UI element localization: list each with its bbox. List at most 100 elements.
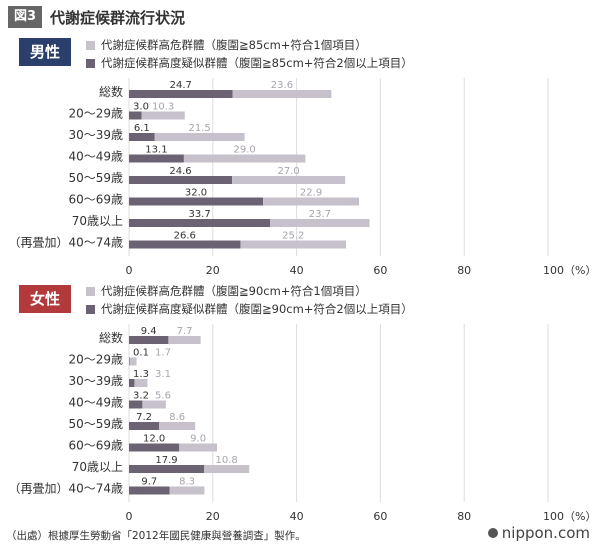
bar-suspected [129, 90, 233, 98]
data-label-suspected: 17.9 [155, 455, 177, 466]
legend-item-high-risk: 代謝症候群高危群體（腹圍≧85cm+符合1個項目） [86, 37, 367, 53]
bar-high-risk [154, 133, 245, 141]
bar-high-risk [169, 486, 205, 495]
bar-high-risk [134, 379, 148, 387]
data-label-suspected: 0.1 [133, 348, 149, 359]
bar-suspected [129, 357, 130, 366]
category-label: 40～49歳 [68, 150, 123, 164]
data-label-suspected: 33.7 [188, 209, 210, 220]
bar-high-risk [183, 154, 306, 163]
category-label: 50～59歳 [68, 171, 123, 185]
x-tick-label: 40 [290, 510, 304, 522]
data-label-suspected: 24.6 [169, 166, 191, 177]
data-label-high-risk: 22.9 [300, 188, 322, 199]
bar-suspected [129, 240, 241, 249]
bar-high-risk [179, 443, 217, 452]
data-label-high-risk: 3.1 [155, 369, 171, 380]
brand-logo: nippon.com [487, 524, 590, 542]
bar-high-risk [240, 240, 347, 249]
bar-suspected [129, 133, 155, 141]
bar-suspected [129, 486, 170, 495]
x-tick-label: 80 [457, 264, 471, 276]
category-label: 70歳以上 [72, 214, 123, 228]
brand-name: nippon.com [501, 524, 590, 542]
data-label-suspected: 6.1 [134, 123, 150, 134]
category-label: 40～49歳 [68, 396, 123, 410]
legend-label: 代謝症候群高危群體（腹圍≧90cm+符合1個項目） [101, 284, 367, 298]
data-label-high-risk: 5.6 [155, 391, 171, 402]
category-label: （再畳加）40～74歳 [8, 236, 123, 250]
data-label-high-risk: 25.2 [282, 231, 304, 242]
legend-item-suspected: 代謝症候群高度疑似群體（腹圍≧90cm+符合2個以上項目） [86, 301, 413, 317]
data-label-high-risk: 21.5 [188, 123, 210, 134]
category-label: 60～69歳 [68, 193, 123, 207]
data-label-high-risk: 10.8 [215, 455, 237, 466]
legend-item-suspected: 代謝症候群高度疑似群體（腹圍≧85cm+符合2個以上項目） [86, 55, 413, 71]
source-note: （出處）根據厚生勞動省「2012年國民健康與營養調查」製作。 [6, 530, 306, 542]
data-label-suspected: 7.2 [136, 412, 152, 423]
data-label-high-risk: 23.7 [309, 209, 331, 220]
legend-label: 代謝症候群高危群體（腹圍≧85cm+符合1個項目） [101, 38, 367, 52]
bar-suspected [129, 443, 180, 452]
legend-swatch-dark [86, 304, 95, 314]
legend-label: 代謝症候群高度疑似群體（腹圍≧85cm+符合2個以上項目） [101, 56, 413, 70]
x-tick-label: 100（%） [543, 264, 596, 276]
x-tick-label: 20 [206, 264, 220, 276]
legend-swatch-light [86, 40, 95, 50]
female-bar-chart: 0 20 40 60 80 100（%） 総数 9.4 7.7 20～29歳 0.1 1.7 30～39… [8, 324, 596, 522]
data-label-high-risk: 7.7 [177, 326, 193, 337]
data-label-high-risk: 29.0 [234, 145, 256, 156]
x-tick-label: 20 [206, 510, 220, 522]
bar-suspected [129, 336, 169, 344]
bar-suspected [129, 400, 143, 409]
category-label: 30～39歳 [68, 374, 123, 388]
figure-number-badge: 図3 [8, 6, 43, 28]
data-label-suspected: 32.0 [185, 188, 207, 199]
bar-high-risk [232, 90, 332, 98]
male-badge: 男性 [19, 38, 71, 66]
bar-suspected [129, 111, 142, 120]
data-label-suspected: 13.1 [145, 145, 167, 156]
legend-swatch-light [86, 286, 95, 296]
data-label-high-risk: 23.6 [271, 80, 293, 91]
category-label: 50～59歳 [68, 417, 123, 431]
data-label-high-risk: 8.6 [169, 412, 185, 423]
data-label-suspected: 26.6 [174, 231, 196, 242]
data-label-high-risk: 1.7 [155, 348, 171, 359]
category-label: 20～29歳 [68, 107, 123, 121]
data-label-high-risk: 10.3 [152, 102, 174, 113]
bar-high-risk [263, 197, 360, 206]
data-label-high-risk: 27.0 [278, 166, 300, 177]
category-label: 総数 [99, 330, 123, 345]
x-tick-label: 0 [126, 264, 133, 276]
category-label: （再畳加）40～74歳 [8, 482, 123, 496]
x-tick-label: 0 [126, 510, 133, 522]
category-label: 70歳以上 [72, 460, 123, 474]
brand-dot-icon [487, 528, 498, 538]
bar-high-risk [141, 111, 185, 120]
data-label-suspected: 1.3 [133, 369, 149, 380]
legend-swatch-dark [86, 58, 95, 68]
x-tick-label: 100（%） [543, 510, 596, 522]
bar-suspected [129, 219, 271, 227]
bar-suspected [129, 154, 184, 163]
legend-label: 代謝症候群高度疑似群體（腹圍≧90cm+符合2個以上項目） [101, 302, 413, 316]
data-label-suspected: 3.0 [133, 102, 149, 113]
figure-title: 代謝症候群流行状況 [50, 8, 186, 27]
data-label-high-risk: 8.3 [179, 477, 195, 488]
bar-high-risk [168, 336, 201, 344]
bar-high-risk [204, 465, 250, 473]
bar-suspected [129, 422, 160, 430]
bar-high-risk [270, 219, 370, 227]
x-tick-label: 40 [290, 264, 304, 276]
x-tick-label: 60 [373, 264, 387, 276]
category-label: 60～69歳 [68, 439, 123, 453]
bar-high-risk [129, 357, 137, 366]
bar-suspected [129, 197, 264, 206]
bar-suspected [129, 465, 205, 473]
legend-item-high-risk: 代謝症候群高危群體（腹圍≧90cm+符合1個項目） [86, 283, 367, 299]
bar-high-risk [232, 176, 346, 184]
x-tick-label: 60 [373, 510, 387, 522]
data-label-suspected: 9.7 [141, 477, 157, 488]
data-label-suspected: 9.4 [141, 326, 157, 337]
